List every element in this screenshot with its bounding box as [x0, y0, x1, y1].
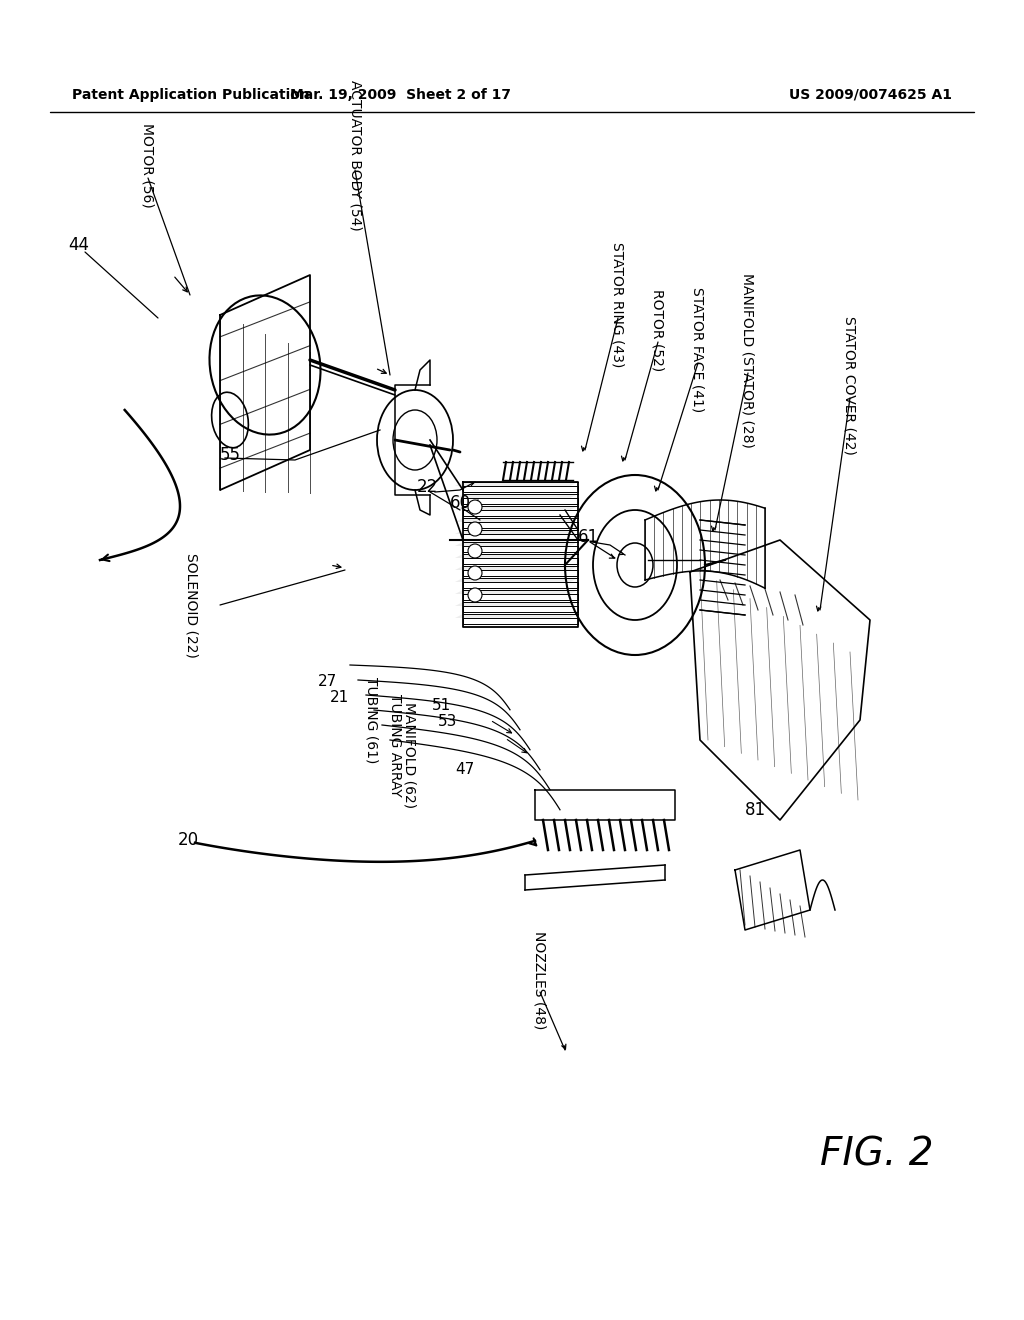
- Text: 61: 61: [578, 528, 599, 546]
- Polygon shape: [455, 614, 578, 618]
- Text: MANIFOLD (STATOR) (28): MANIFOLD (STATOR) (28): [741, 272, 755, 447]
- Text: TUBING (61): TUBING (61): [365, 677, 379, 763]
- Polygon shape: [455, 590, 578, 594]
- Circle shape: [468, 566, 482, 579]
- Text: 60: 60: [450, 494, 471, 512]
- Text: ACTUATOR BODY (54): ACTUATOR BODY (54): [348, 79, 362, 231]
- Polygon shape: [455, 506, 578, 510]
- Text: STATOR COVER (42): STATOR COVER (42): [843, 315, 857, 454]
- Text: 47: 47: [455, 763, 474, 777]
- Text: MANIFOLD (62): MANIFOLD (62): [403, 702, 417, 808]
- Polygon shape: [455, 531, 578, 535]
- Text: 44: 44: [68, 236, 89, 253]
- Polygon shape: [455, 578, 578, 582]
- Text: 51: 51: [432, 697, 452, 713]
- Polygon shape: [455, 554, 578, 558]
- Polygon shape: [455, 482, 578, 486]
- Text: US 2009/0074625 A1: US 2009/0074625 A1: [790, 88, 952, 102]
- Text: 81: 81: [745, 801, 766, 818]
- Circle shape: [468, 500, 482, 513]
- Polygon shape: [455, 543, 578, 546]
- Text: 53: 53: [438, 714, 458, 730]
- Text: STATOR FACE (41): STATOR FACE (41): [691, 288, 705, 413]
- Circle shape: [468, 587, 482, 602]
- Circle shape: [468, 544, 482, 558]
- Text: 20: 20: [178, 832, 199, 849]
- Text: 21: 21: [330, 690, 349, 705]
- Text: Patent Application Publication: Patent Application Publication: [72, 88, 309, 102]
- Text: NOZZLES (48): NOZZLES (48): [534, 931, 547, 1030]
- Text: SOLENOID (22): SOLENOID (22): [185, 553, 199, 657]
- Text: ROTOR (52): ROTOR (52): [651, 289, 665, 371]
- Polygon shape: [455, 566, 578, 570]
- Polygon shape: [455, 602, 578, 606]
- Circle shape: [468, 521, 482, 536]
- Text: 22: 22: [417, 478, 438, 496]
- Text: 27: 27: [318, 675, 337, 689]
- Polygon shape: [455, 494, 578, 498]
- Text: 55: 55: [220, 446, 241, 465]
- Polygon shape: [455, 517, 578, 521]
- Text: TUBING ARRAY: TUBING ARRAY: [388, 693, 402, 796]
- Text: Mar. 19, 2009  Sheet 2 of 17: Mar. 19, 2009 Sheet 2 of 17: [290, 88, 511, 102]
- Text: MOTOR (56): MOTOR (56): [141, 123, 155, 207]
- Text: STATOR RING (43): STATOR RING (43): [611, 243, 625, 368]
- Text: FIG. 2: FIG. 2: [820, 1137, 934, 1173]
